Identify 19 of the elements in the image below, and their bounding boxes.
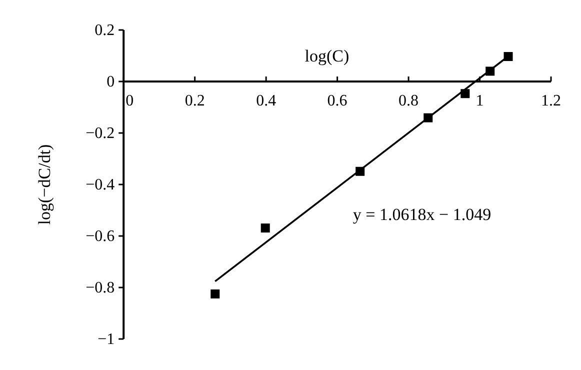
y-tick-label: −1 bbox=[98, 331, 115, 348]
x-tick-label: 0 bbox=[126, 92, 134, 110]
annotation: y = 1.0618x − 1.049 bbox=[352, 205, 492, 224]
x-tick-label: 0.2 bbox=[184, 92, 205, 110]
point bbox=[210, 289, 220, 298]
y-tick-label: −0.6 bbox=[86, 228, 115, 245]
x-tick-label: 0.6 bbox=[327, 92, 348, 110]
x-tick-label: 0.4 bbox=[256, 92, 276, 110]
y-tick-label: 0.2 bbox=[94, 22, 115, 39]
y-tick-label: −0.4 bbox=[86, 176, 115, 194]
y-tick-label: −0.8 bbox=[86, 280, 115, 296]
y-tick-label: −0.2 bbox=[86, 125, 115, 142]
y-axis-title: log(−dC/dt) bbox=[35, 144, 54, 225]
x-axis-title: log(C) bbox=[304, 46, 350, 66]
x-tick-label: 1.2 bbox=[541, 92, 561, 110]
y-tick-label: 0 bbox=[106, 74, 115, 90]
x-tick-label: 1 bbox=[476, 92, 484, 110]
x-tick-label: 0.8 bbox=[398, 92, 419, 110]
point bbox=[260, 224, 270, 233]
